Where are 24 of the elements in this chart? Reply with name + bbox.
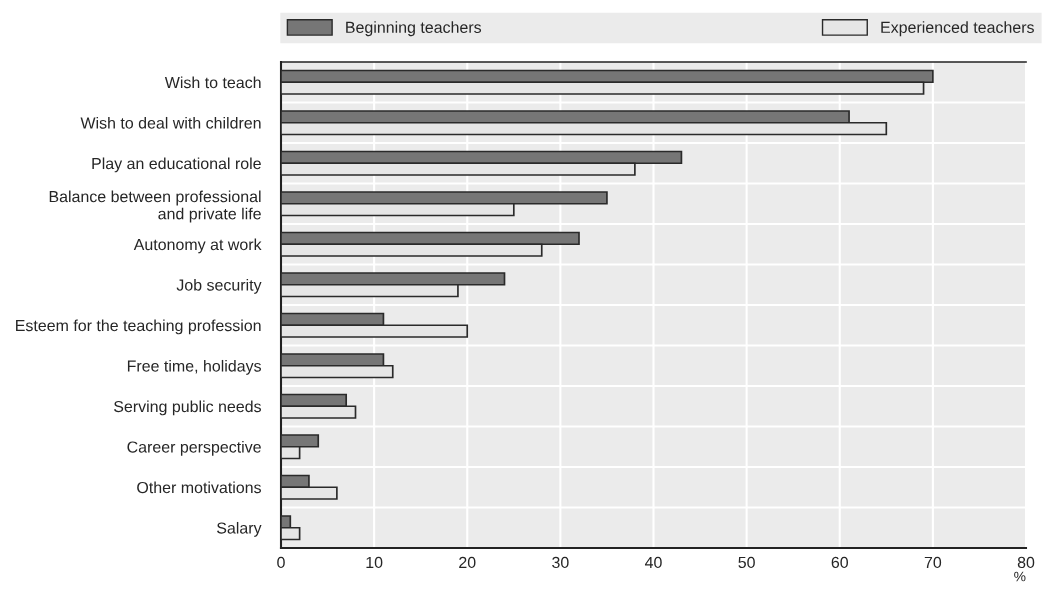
x-axis-title: % [1014, 571, 1026, 582]
y-tick-label: Play an educational role [92, 157, 261, 173]
y-tick-label: Free time, holidays [127, 359, 261, 375]
y-tick-label: Career perspective [127, 440, 261, 456]
x-tick-label: 50 [738, 556, 755, 569]
legend-label: Experienced teachers [881, 21, 1034, 37]
y-tick-label: Serving public needs [114, 400, 261, 416]
x-tick-label: 20 [459, 556, 476, 569]
y-tick-label: Wish to deal with children [80, 116, 261, 129]
y-tick-label: Other motivations [137, 481, 261, 494]
y-tick-label: Salary [217, 521, 262, 537]
y-tick-label: Wish to teach [164, 76, 261, 89]
x-tick-label: 10 [366, 556, 383, 569]
y-tick-label: Esteem for the teaching profession [16, 319, 261, 335]
x-tick-label: 0 [277, 556, 285, 569]
x-tick-label: 30 [552, 556, 569, 569]
legend-label: Beginning teachers [346, 21, 482, 37]
y-tick-label: Job security [176, 278, 262, 294]
x-tick-label: 40 [644, 556, 662, 569]
x-tick-label: 70 [924, 556, 942, 569]
y-tick-label: Autonomy at work [133, 238, 262, 254]
x-tick-label: 60 [831, 556, 849, 569]
y-tick-label: Balance between professional and private life [49, 190, 261, 223]
x-tick-label: 80 [1017, 556, 1035, 569]
